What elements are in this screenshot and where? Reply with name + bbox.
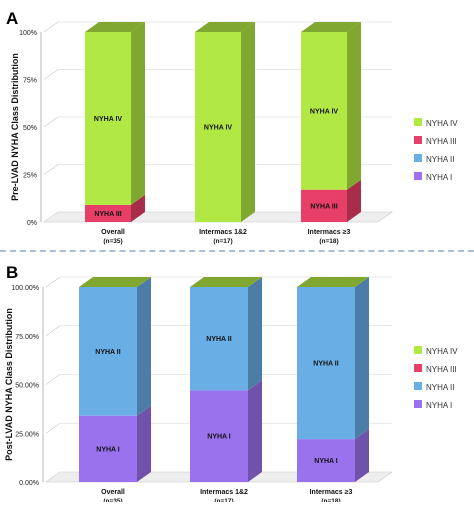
bar-top: [190, 277, 262, 287]
bar-top: [297, 277, 369, 287]
bar-side: [355, 277, 369, 440]
y-tick-label: 50%: [23, 125, 37, 132]
y-tick-label: 0.00%: [19, 480, 39, 487]
bar-segment-nyha-iv: [195, 32, 241, 222]
category-label: Overall: [101, 229, 125, 236]
gridline-diag: [43, 69, 59, 80]
legend-label: NYHA IV: [426, 119, 458, 128]
bar-label: NYHA I: [207, 434, 231, 441]
y-tick-label: 75.00%: [15, 334, 39, 341]
bar-segment-nyha-i: [297, 439, 355, 482]
bar-label: NYHA IV: [94, 116, 122, 123]
legend-swatch: [414, 172, 422, 180]
y-axis-title: Post-LVAD NYHA Class Distribution: [4, 308, 14, 461]
gridline-diag: [45, 374, 61, 385]
category-label: Intermacs ≥3: [310, 489, 353, 496]
bar-top: [195, 22, 255, 32]
legend-swatch: [414, 118, 422, 126]
bar-segment-nyha-iii: [85, 204, 131, 222]
bar-label: NYHA I: [314, 458, 338, 465]
gridline-diag: [43, 116, 59, 128]
category-n-label: (n=17): [214, 498, 233, 502]
bar-label: NYHA II: [313, 361, 338, 368]
bar-segment-nyha-iv: [85, 32, 131, 205]
legend-label: NYHA II: [426, 383, 454, 392]
category-n-label: (n=35): [103, 238, 122, 245]
legend-label: NYHA II: [426, 155, 454, 164]
bar-side: [347, 22, 361, 190]
y-tick-label: 100%: [19, 30, 37, 37]
bar-segment-nyha-ii: [297, 287, 355, 440]
category-n-label: (n=35): [103, 498, 122, 502]
bar-label: NYHA IV: [310, 108, 338, 115]
y-tick-label: 25%: [23, 173, 37, 180]
category-label: Intermacs ≥3: [308, 229, 351, 236]
bar-side: [131, 194, 145, 222]
bar-label: NYHA I: [96, 446, 120, 453]
category-n-label: (n=18): [319, 238, 338, 245]
y-tick-label: 25.00%: [15, 431, 39, 438]
category-label: Overall: [101, 489, 125, 496]
panel-label: B: [6, 263, 18, 282]
category-n-label: (n=18): [321, 498, 340, 502]
legend-label: NYHA III: [426, 137, 457, 146]
gridline-diag: [43, 164, 59, 175]
bar-top: [85, 22, 145, 32]
bar-segment-nyha-iii: [301, 189, 347, 222]
legend-swatch: [414, 364, 422, 372]
bar-side: [131, 22, 145, 205]
gridline-diag: [45, 325, 61, 336]
bar-side: [248, 277, 262, 391]
bar-segment-nyha-i: [190, 390, 248, 482]
panel-a: A 0% 25% 50% 75% 100% Pre-LVAD NYHA Class Dist…: [6, 9, 458, 245]
y-tick-label: 0%: [27, 220, 37, 227]
bar-label: NYHA II: [206, 336, 231, 343]
bar-segment-nyha-iv: [301, 32, 347, 190]
category-label: Intermacs 1&2: [200, 489, 248, 496]
category-label: Intermacs 1&2: [199, 229, 247, 236]
y-tick-label: 75%: [23, 78, 37, 85]
legend-swatch: [414, 400, 422, 408]
legend-label: NYHA I: [426, 401, 452, 410]
bar-top: [301, 22, 361, 32]
bar-label: NYHA III: [310, 203, 337, 210]
bar-label: NYHA III: [94, 211, 121, 218]
legend-label: NYHA III: [426, 365, 457, 374]
bar-side: [241, 22, 255, 222]
bar-side: [355, 429, 369, 482]
legend-swatch: [414, 154, 422, 162]
y-tick-label: 50.00%: [15, 383, 39, 390]
legend-swatch: [414, 346, 422, 354]
category-n-label: (n=17): [213, 238, 232, 245]
legend-label: NYHA IV: [426, 347, 458, 356]
bar-segment-nyha-ii: [79, 287, 137, 416]
bar-side: [137, 405, 151, 482]
gridline-diag: [43, 21, 59, 33]
legend-swatch: [414, 382, 422, 390]
panel-divider: [0, 250, 474, 252]
panel-b: B 0.00% 25.00% 50.00% 75.00% 100.00% Post-LVAD…: [4, 263, 458, 505]
gridline-diag: [45, 423, 61, 434]
legend-swatch: [414, 136, 422, 144]
bar-side: [347, 179, 361, 222]
bar-segment-nyha-i: [79, 415, 137, 482]
bar-side: [248, 380, 262, 482]
y-axis-title: Pre-LVAD NYHA Class Distribution: [10, 53, 20, 201]
panel-label: A: [6, 9, 18, 28]
bar-label: NYHA II: [95, 349, 120, 356]
bar-label: NYHA IV: [204, 125, 232, 132]
bar-top: [79, 277, 151, 287]
y-tick-label: 100.00%: [11, 285, 39, 292]
bar-segment-nyha-ii: [190, 287, 248, 391]
gridline-diag: [45, 276, 61, 288]
bar-side: [137, 277, 151, 416]
legend-label: NYHA I: [426, 173, 452, 182]
